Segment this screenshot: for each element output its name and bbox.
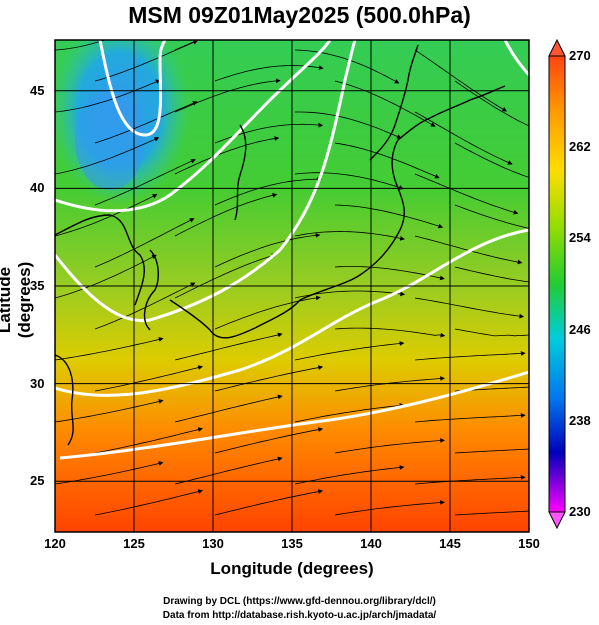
streamline	[174, 78, 281, 113]
x-axis-label: Longitude (degrees)	[210, 559, 374, 578]
colorbar-tick-label: 262	[569, 139, 591, 155]
colorbar-tick-label: 246	[569, 321, 591, 337]
x-tick-label: 150	[518, 536, 540, 551]
streamline	[334, 438, 445, 454]
y-tick-label: 35	[30, 278, 45, 293]
streamline	[334, 142, 440, 179]
y-tick-label: 45	[30, 82, 45, 98]
streamline	[214, 427, 324, 454]
colorbar-tick-label: 238	[569, 412, 591, 428]
streamline	[295, 111, 402, 139]
credit-data-source: Data from http://database.rish.kyoto-u.a…	[162, 610, 437, 621]
credit-drawing: Drawing by DCL (https://www.gfd-dennou.o…	[163, 596, 436, 607]
streamline	[55, 194, 158, 237]
streamline	[94, 365, 203, 392]
x-tick-label: 125	[123, 536, 145, 551]
streamline	[414, 351, 526, 361]
y-tick-label: 30	[30, 375, 45, 391]
streamline	[94, 40, 199, 82]
streamline	[94, 159, 196, 206]
streamline	[454, 448, 529, 454]
streamline	[334, 327, 446, 338]
streamline	[174, 456, 283, 485]
streamline	[454, 142, 529, 178]
x-tick-label: 130	[202, 536, 224, 551]
x-tick-label: 140	[360, 536, 382, 551]
streamline	[414, 173, 519, 215]
y-tick-label: 25	[30, 473, 45, 489]
streamline	[334, 204, 444, 229]
isotherm-contours	[55, 40, 529, 460]
streamline	[334, 500, 445, 516]
y-axis-label: Latitude (degrees)	[0, 261, 34, 339]
x-tick-label: 135	[281, 536, 303, 551]
y-tick-label: 40	[30, 180, 45, 196]
x-tick-label: 145	[439, 536, 461, 551]
streamline	[454, 266, 529, 283]
chart-title: MSM 09Z01May2025 (500.0hPa)	[128, 2, 471, 28]
x-tick-label: 120	[44, 536, 66, 551]
streamline	[214, 233, 321, 268]
streamline	[454, 328, 529, 337]
streamline	[94, 218, 195, 268]
streamline	[214, 176, 322, 206]
streamline	[94, 489, 203, 516]
colorbar-tick-label: 230	[569, 504, 591, 519]
temperature-field	[55, 40, 529, 532]
streamline	[174, 193, 278, 237]
streamline	[55, 137, 160, 175]
streamline	[214, 295, 321, 330]
streamline	[174, 136, 280, 175]
streamline	[454, 80, 529, 127]
streamline	[214, 365, 324, 392]
plot-frame	[54, 39, 530, 533]
colorbar-tick-label: 270	[569, 48, 591, 63]
streamline	[174, 394, 283, 423]
streamline	[55, 254, 157, 299]
streamline	[55, 79, 161, 113]
streamline	[294, 172, 404, 190]
streamline	[414, 413, 526, 423]
streamline	[334, 80, 436, 127]
streamline	[174, 332, 283, 361]
streamline	[94, 101, 198, 144]
streamline	[174, 253, 277, 299]
colorbar	[548, 38, 566, 530]
streamline	[294, 231, 405, 241]
streamline	[414, 475, 526, 485]
streamline	[454, 204, 529, 229]
streamline	[414, 49, 508, 112]
colorbar-tick-label: 254	[569, 230, 591, 246]
lat-lon-grid	[54, 40, 530, 532]
streamline	[55, 337, 164, 361]
streamline	[294, 465, 405, 485]
streamline	[55, 40, 107, 51]
streamline	[214, 489, 324, 516]
streamline	[94, 427, 203, 454]
streamline	[454, 510, 529, 516]
streamline	[294, 403, 405, 423]
coastlines	[55, 44, 506, 446]
streamline	[294, 341, 405, 361]
streamline	[414, 111, 513, 165]
streamline	[414, 297, 525, 319]
